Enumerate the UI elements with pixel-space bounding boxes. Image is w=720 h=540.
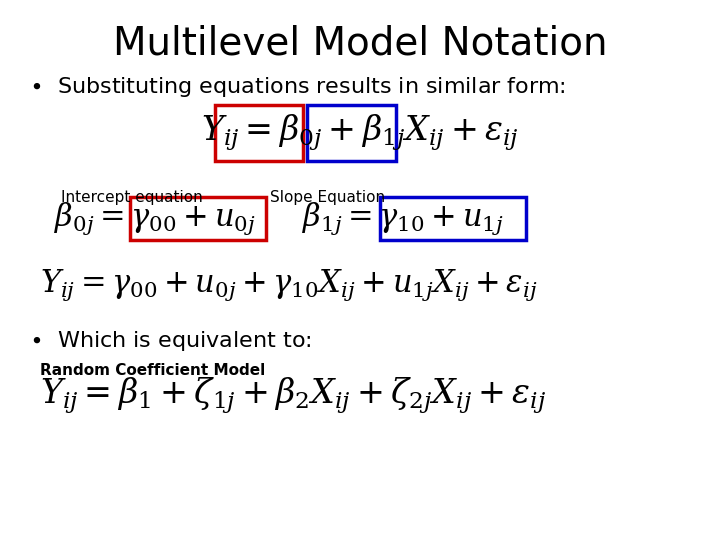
Text: $\beta_{0j} = \gamma_{00} + u_{0j}$: $\beta_{0j} = \gamma_{00} + u_{0j}$ [54, 200, 256, 237]
Text: Multilevel Model Notation: Multilevel Model Notation [113, 24, 607, 62]
Text: $\beta_{1j} = \gamma_{10} + u_{1j}$: $\beta_{1j} = \gamma_{10} + u_{1j}$ [302, 200, 504, 237]
Text: $Y_{ij} = \beta_{0j} + \beta_{1j}X_{ij} + \varepsilon_{ij}$: $Y_{ij} = \beta_{0j} + \beta_{1j}X_{ij} … [201, 112, 519, 152]
Text: $\bullet$  Which is equivalent to:: $\bullet$ Which is equivalent to: [29, 329, 311, 353]
Text: $Y_{ij} = \gamma_{00} + u_{0j} + \gamma_{10}X_{ij} + u_{1j}X_{ij} + \varepsilon_: $Y_{ij} = \gamma_{00} + u_{0j} + \gamma_… [40, 267, 537, 303]
Text: $\bullet$  Substituting equations results in similar form:: $\bullet$ Substituting equations results… [29, 75, 565, 98]
Text: $Y_{ij} = \beta_1 + \zeta_{1j} + \beta_2 X_{ij} + \zeta_{2j}X_{ij} + \varepsilon: $Y_{ij} = \beta_1 + \zeta_{1j} + \beta_2… [40, 375, 546, 416]
Text: Random Coefficient Model: Random Coefficient Model [40, 363, 265, 378]
Text: Intercept equation: Intercept equation [61, 190, 203, 205]
Text: Slope Equation: Slope Equation [270, 190, 385, 205]
